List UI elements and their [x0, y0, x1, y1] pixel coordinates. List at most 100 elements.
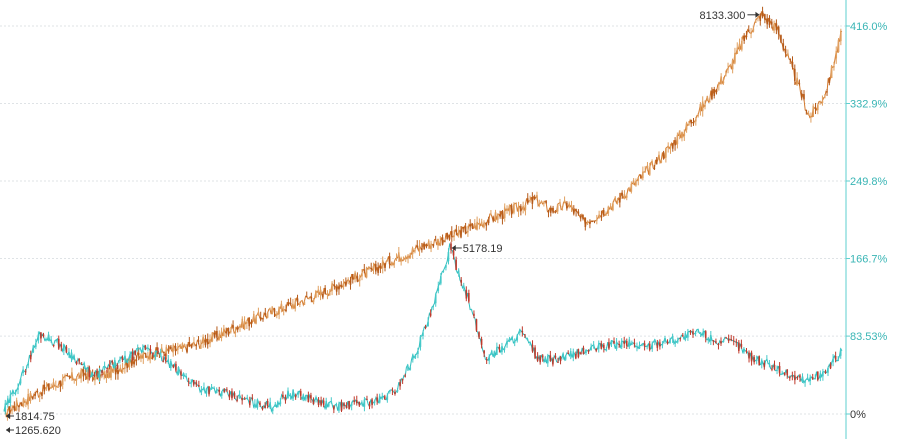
series-b-layer-candle-body [305, 395, 307, 400]
series-b-layer-candle-body [45, 338, 47, 341]
series-b-layer-candle-body [363, 399, 366, 407]
series-b-layer-candle-body [330, 401, 333, 403]
series-a-layer-candle-body [566, 202, 568, 209]
series-b-layer-candle-body [620, 341, 623, 348]
series-b-layer-candle-body [37, 334, 40, 341]
series-a-layer-candle-body [715, 90, 718, 93]
series-b-layer-candle-body [804, 380, 806, 383]
series-a-layer-candle-body [572, 209, 575, 214]
series-b-layer-candle-body [233, 393, 236, 398]
series-a-layer-candle-body [685, 122, 688, 130]
series-a-layer-candle-body [133, 361, 135, 365]
series-a-layer-candle-body [473, 223, 476, 229]
series-a-layer-candle-body [110, 366, 112, 378]
series-b-layer-candle-body [350, 403, 353, 406]
series-b-layer-candle-body [299, 391, 302, 396]
series-a-layer-candle-body [213, 332, 216, 338]
series-b-layer-candle-body [745, 350, 748, 352]
series-a-layer-candle-body [791, 61, 794, 68]
series-a-layer-candle-body [598, 214, 600, 218]
series-a-layer-candle-body [236, 327, 239, 330]
series-a-layer-candle-body [729, 64, 732, 67]
series-b [3, 241, 843, 415]
series-a-layer-candle-body [570, 205, 573, 207]
series-a-layer-candle-body [223, 328, 225, 336]
series-b-layer-candle-body [572, 351, 575, 358]
series-b-layer-candle-body [450, 243, 452, 250]
series-a-layer-candle-body [796, 77, 798, 85]
series-a-layer-candle-body [651, 161, 653, 163]
series-b-layer-candle-body [457, 270, 460, 274]
series-b-layer-candle-body [159, 353, 162, 355]
series-b-layer-candle-body [529, 341, 531, 343]
series-b-layer-candle-body [14, 393, 17, 395]
series-b-layer-candle-body [134, 350, 136, 356]
series-a-layer-candle-body [607, 206, 610, 214]
series-a-layer-candle-body [278, 307, 280, 315]
series-b-layer-candle-body [750, 352, 753, 362]
series-b-layer-candle-body [287, 390, 289, 399]
series-b-layer-candle-body [778, 366, 781, 374]
series-a-layer-candle-body [508, 206, 511, 211]
series-b-layer-candle-body [126, 361, 129, 363]
series-b-layer-candle-body [628, 339, 631, 347]
series-b-layer-candle-body [676, 340, 679, 343]
series-b-layer-candle-body [661, 344, 664, 346]
series-a-layer-candle-body [218, 333, 221, 340]
series-a-layer-candle-body [437, 238, 439, 246]
series-a-layer-candle-body [177, 347, 179, 351]
series-b-layer-candle-body [274, 404, 277, 407]
series-a-layer-candle-body [789, 58, 792, 60]
series-a-layer-candle-body [358, 278, 361, 282]
series-b-layer-candle-body [152, 352, 154, 355]
series-a-layer-candle-body [457, 231, 460, 236]
series-b-layer-candle-body [24, 371, 27, 373]
series-a-layer-candle-body [625, 195, 628, 198]
series-a-layer-candle-body [349, 280, 352, 285]
series-b-layer-candle-body [345, 405, 348, 408]
series-b-layer-candle-body [429, 313, 432, 316]
series-a-layer-candle-body [642, 171, 644, 179]
series-a-layer-candle-body [315, 290, 317, 298]
series-a-layer-candle-body [312, 300, 315, 302]
series-b-layer-candle-body [7, 398, 9, 405]
series-a-layer-candle-body [211, 332, 214, 342]
series-a-layer-candle-body [699, 104, 702, 111]
series-a-layer-candle-body [195, 345, 198, 347]
series-b-layer-candle-body [582, 347, 585, 355]
series-b-layer-candle-body [717, 344, 720, 346]
series-a-layer-candle-body [331, 283, 333, 292]
series-b-layer-candle-body [355, 400, 358, 404]
series-b-layer-candle-body [144, 345, 147, 350]
series-b-layer-candle-body [817, 371, 819, 380]
series-b-layer-candle-body [651, 343, 654, 349]
series-b-layer-candle-body [406, 364, 409, 368]
series-b-layer-candle-body [198, 385, 200, 387]
series-a-layer-candle-body [690, 120, 693, 124]
series-a-layer-candle-body [117, 369, 119, 375]
series-b-layer-candle-body [694, 332, 697, 334]
series-b-layer-candle-body [131, 352, 134, 361]
series-a-layer-candle-body [303, 301, 306, 305]
series-b-layer-candle-body [251, 397, 254, 399]
series-b-layer-candle-body [730, 339, 733, 341]
series-b-layer-candle-body [338, 403, 340, 411]
series-b-layer-candle-body [781, 373, 783, 375]
series-b-layer-candle-body [228, 394, 231, 398]
series-a-layer-candle-body [287, 302, 290, 306]
series-a-layer-candle-body [612, 203, 614, 211]
series-b-layer-candle-body [294, 395, 297, 398]
series-b-layer-candle-body [577, 349, 580, 358]
series-b-layer-candle-body [712, 340, 715, 342]
series-a-layer-candle-body [310, 296, 313, 299]
series-b-layer-candle-body [88, 367, 91, 377]
series-b-layer-candle-body [136, 348, 139, 350]
series-a-layer-candle-body [289, 302, 292, 304]
series-b-layer-candle-body [702, 331, 704, 336]
series-b-layer-candle-body [625, 340, 628, 346]
series-a-layer-candle-body [828, 78, 831, 84]
series-a-layer-candle-body [402, 259, 405, 261]
series-b-layer-candle-body [801, 376, 804, 381]
series-a-layer-candle-body [193, 342, 195, 344]
series-a-layer-candle-body [174, 346, 177, 352]
